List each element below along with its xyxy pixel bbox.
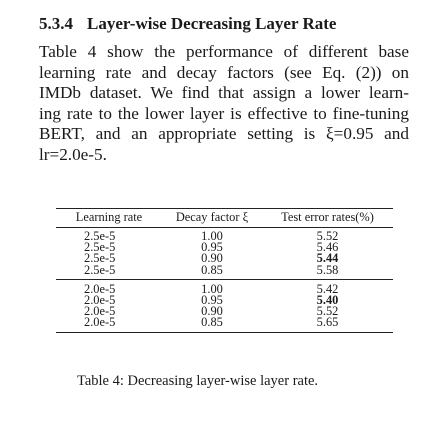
cell-lr: 2.0e-5 xyxy=(56,317,162,331)
paragraph-line: BERT, and an appropriate setting is ξ=0.… xyxy=(39,124,409,145)
paragraph-line: learning rate and decay factors (see Eq.… xyxy=(39,63,409,84)
results-table-grid: Learning rate Decay factor ξ Test error … xyxy=(56,209,393,332)
cell-decay: 0.85 xyxy=(162,317,262,331)
table-header-row: Learning rate Decay factor ξ Test error … xyxy=(56,209,393,228)
paragraph-line: ing rate to the lower layer is effective… xyxy=(39,104,409,125)
section-title: Layer-wise Decreasing Layer Rate xyxy=(87,14,336,33)
table-row: 2.5e-5 0.85 5.58 xyxy=(56,265,393,280)
table-group-2: 2.0e-5 1.00 5.42 2.0e-5 0.95 5.40 2.0e-5… xyxy=(56,279,393,331)
cell-lr: 2.5e-5 xyxy=(56,265,162,280)
paragraph-line: Table 4 show the performance of differen… xyxy=(39,42,409,63)
paragraph-line: IMDb dataset. We find that assign a lowe… xyxy=(39,83,409,104)
header-decay-factor: Decay factor ξ xyxy=(162,209,262,228)
table-caption: Table 4: Decreasing layer-wise layer rat… xyxy=(77,373,318,390)
table-row: 2.0e-5 0.85 5.65 xyxy=(56,317,393,331)
section-number: 5.3.4 xyxy=(39,14,73,33)
section-heading: 5.3.4 Layer-wise Decreasing Layer Rate xyxy=(39,14,336,34)
results-table: Learning rate Decay factor ξ Test error … xyxy=(56,208,393,333)
header-learning-rate: Learning rate xyxy=(56,209,162,228)
table-group-1: 2.5e-5 1.00 5.52 2.5e-5 0.95 5.46 2.5e-5… xyxy=(56,228,393,280)
cell-error: 5.65 xyxy=(262,317,393,331)
cell-error: 5.58 xyxy=(262,265,393,280)
cell-decay: 0.85 xyxy=(162,265,262,280)
header-test-error: Test error rates(%) xyxy=(262,209,393,228)
body-paragraph: Table 4 show the performance of differen… xyxy=(39,42,409,166)
paragraph-line: lr=2.0e-5. xyxy=(39,145,409,166)
